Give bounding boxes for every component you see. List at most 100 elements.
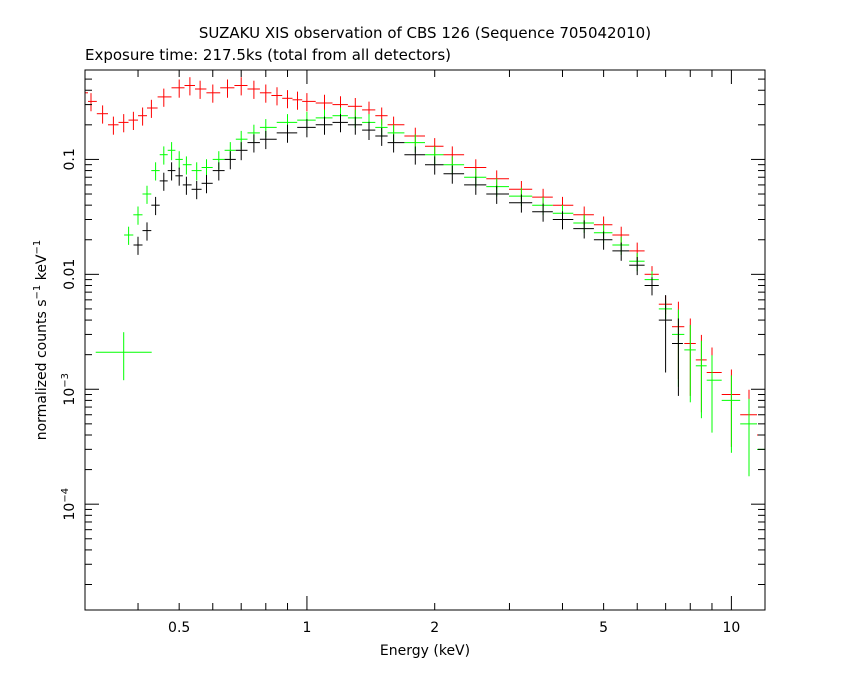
data-point xyxy=(706,355,722,433)
y-axis-label-text-1: normalized counts s xyxy=(34,299,50,440)
y-axis-label: normalized counts s−1 keV−1 xyxy=(32,240,50,441)
data-point xyxy=(706,347,722,425)
data-point xyxy=(509,187,533,206)
data-point xyxy=(573,214,594,233)
data-point xyxy=(387,134,405,153)
data-point xyxy=(234,77,248,96)
data-point xyxy=(658,295,672,373)
axis-ticks xyxy=(84,70,765,610)
x-axis-label: Energy (keV) xyxy=(380,643,470,659)
data-point xyxy=(118,114,129,133)
data-point xyxy=(259,130,277,150)
data-point xyxy=(175,167,183,186)
data-point xyxy=(464,169,487,188)
data-point xyxy=(247,134,260,153)
x-tick-label: 2 xyxy=(430,620,439,636)
data-point xyxy=(224,151,236,170)
data-point xyxy=(159,172,168,191)
data-point xyxy=(684,324,696,403)
data-point xyxy=(191,162,202,181)
data-point xyxy=(96,105,108,124)
data-point xyxy=(612,242,630,261)
data-point xyxy=(191,181,202,200)
y-axis-label-sup-1: −1 xyxy=(32,285,43,300)
x-tick-label: 5 xyxy=(599,620,608,636)
data-point xyxy=(259,119,277,138)
data-point xyxy=(629,257,645,276)
data-point xyxy=(171,79,185,98)
data-point xyxy=(532,196,553,216)
data-point xyxy=(88,93,97,112)
x-tick-label: 1 xyxy=(302,620,311,636)
data-point xyxy=(332,114,348,133)
data-point xyxy=(151,162,160,181)
data-point xyxy=(133,206,143,225)
data-point xyxy=(757,410,766,488)
data-point xyxy=(182,156,192,175)
data-point xyxy=(486,185,509,204)
data-point xyxy=(464,176,487,195)
data-point xyxy=(362,121,376,140)
data-point xyxy=(167,142,176,161)
data-point xyxy=(184,77,195,96)
y-tick-label: 0.1 xyxy=(62,148,78,170)
data-point xyxy=(573,220,594,239)
data-point xyxy=(757,424,766,502)
data-point xyxy=(532,203,553,222)
data-point xyxy=(297,119,316,138)
data-point xyxy=(167,162,176,181)
data-point xyxy=(259,84,272,103)
data-point xyxy=(271,87,283,106)
data-point xyxy=(124,226,134,245)
data-point xyxy=(142,185,152,204)
data-point xyxy=(404,134,425,153)
data-point xyxy=(425,156,444,175)
data-point xyxy=(175,151,183,170)
series-0 xyxy=(84,77,766,488)
plot-frame xyxy=(84,69,766,611)
data-point xyxy=(159,146,168,165)
data-point xyxy=(201,175,213,194)
data-point xyxy=(133,236,143,255)
data-point xyxy=(108,116,119,135)
data-point xyxy=(282,90,293,109)
data-point xyxy=(315,116,333,135)
data-point xyxy=(302,93,316,112)
y-tick-labels: 0.1 0.01 10−3 10−4 xyxy=(60,148,78,520)
data-point xyxy=(486,170,509,189)
data-point xyxy=(387,116,405,135)
data-point xyxy=(644,277,659,296)
data-point xyxy=(220,79,235,98)
data-layer xyxy=(84,77,766,502)
data-point xyxy=(443,146,465,165)
data-point xyxy=(404,146,425,165)
data-point xyxy=(292,91,303,110)
y-tick-label: 10−4 xyxy=(60,488,78,521)
data-point xyxy=(182,176,192,195)
data-point xyxy=(347,116,363,135)
data-point xyxy=(740,398,757,477)
y-tick-label: 10−3 xyxy=(60,373,78,406)
data-point xyxy=(532,188,553,207)
data-point xyxy=(573,206,594,225)
data-point xyxy=(206,84,221,103)
x-tick-label: 10 xyxy=(722,620,740,636)
x-tick-labels: 0.5 1 2 5 10 xyxy=(168,620,740,636)
data-point xyxy=(195,80,207,99)
data-point xyxy=(695,340,707,419)
data-point xyxy=(247,80,260,99)
y-axis-label-sup-2: −1 xyxy=(32,240,43,255)
data-point xyxy=(276,114,298,133)
data-point xyxy=(375,127,388,146)
data-point xyxy=(552,196,574,216)
data-point xyxy=(593,231,613,250)
data-point xyxy=(552,211,574,230)
data-point xyxy=(128,111,138,130)
data-point xyxy=(672,318,683,396)
y-axis-label-text-2: keV xyxy=(34,254,50,285)
data-point xyxy=(509,194,533,213)
series-2 xyxy=(133,114,683,396)
y-tick-label: 0.01 xyxy=(62,259,78,290)
data-point xyxy=(157,88,172,107)
